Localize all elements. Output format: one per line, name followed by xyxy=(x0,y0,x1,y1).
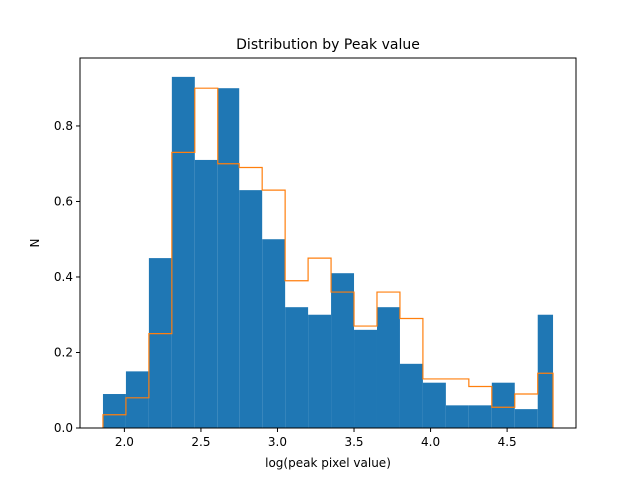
histogram-bar xyxy=(491,382,515,428)
x-tick-label: 3.5 xyxy=(344,435,363,449)
histogram-bar xyxy=(171,76,195,428)
step-histogram-line xyxy=(102,87,554,428)
histogram-bar xyxy=(331,273,355,428)
x-tick-label: 4.5 xyxy=(498,435,517,449)
y-tick-label: 0.0 xyxy=(54,421,73,435)
histogram-bar xyxy=(422,382,446,428)
histogram-bar xyxy=(537,314,554,428)
histogram-bar xyxy=(102,394,126,428)
y-tick-label: 0.2 xyxy=(54,345,73,359)
histogram-bar xyxy=(376,307,400,428)
histogram-bar xyxy=(468,405,492,428)
histogram-bars xyxy=(102,76,554,429)
histogram-bar xyxy=(239,190,263,428)
histogram-bar xyxy=(399,363,423,428)
plot-area-frame xyxy=(79,57,577,429)
x-tick-label: 2.5 xyxy=(191,435,210,449)
x-tick-label: 2.0 xyxy=(115,435,134,449)
histogram-bar xyxy=(354,329,377,428)
histogram-bar xyxy=(194,159,218,428)
histogram-bar xyxy=(445,405,469,428)
y-tick-label: 0.4 xyxy=(54,270,73,284)
histogram-bar xyxy=(285,307,309,428)
y-axis-label: N xyxy=(28,239,42,248)
histogram-bar xyxy=(262,239,286,428)
histogram-bar xyxy=(308,314,332,428)
histogram-bar xyxy=(148,258,172,428)
y-axis-ticks: 0.0 0.2 0.4 0.6 0.8 xyxy=(54,119,80,435)
histogram-bar xyxy=(217,88,240,429)
histogram-bar xyxy=(125,371,149,428)
chart-title: Distribution by Peak value xyxy=(236,37,420,53)
histogram-steps xyxy=(102,87,554,428)
y-tick-label: 0.8 xyxy=(54,119,73,133)
x-tick-label: 3.0 xyxy=(268,435,287,449)
x-axis-label: log(peak pixel value) xyxy=(265,456,391,470)
x-axis-ticks: 2.0 2.5 3.0 3.5 4.0 4.5 xyxy=(115,428,517,449)
x-tick-label: 4.0 xyxy=(421,435,440,449)
histogram-bar xyxy=(514,409,538,428)
y-tick-label: 0.6 xyxy=(54,194,73,208)
